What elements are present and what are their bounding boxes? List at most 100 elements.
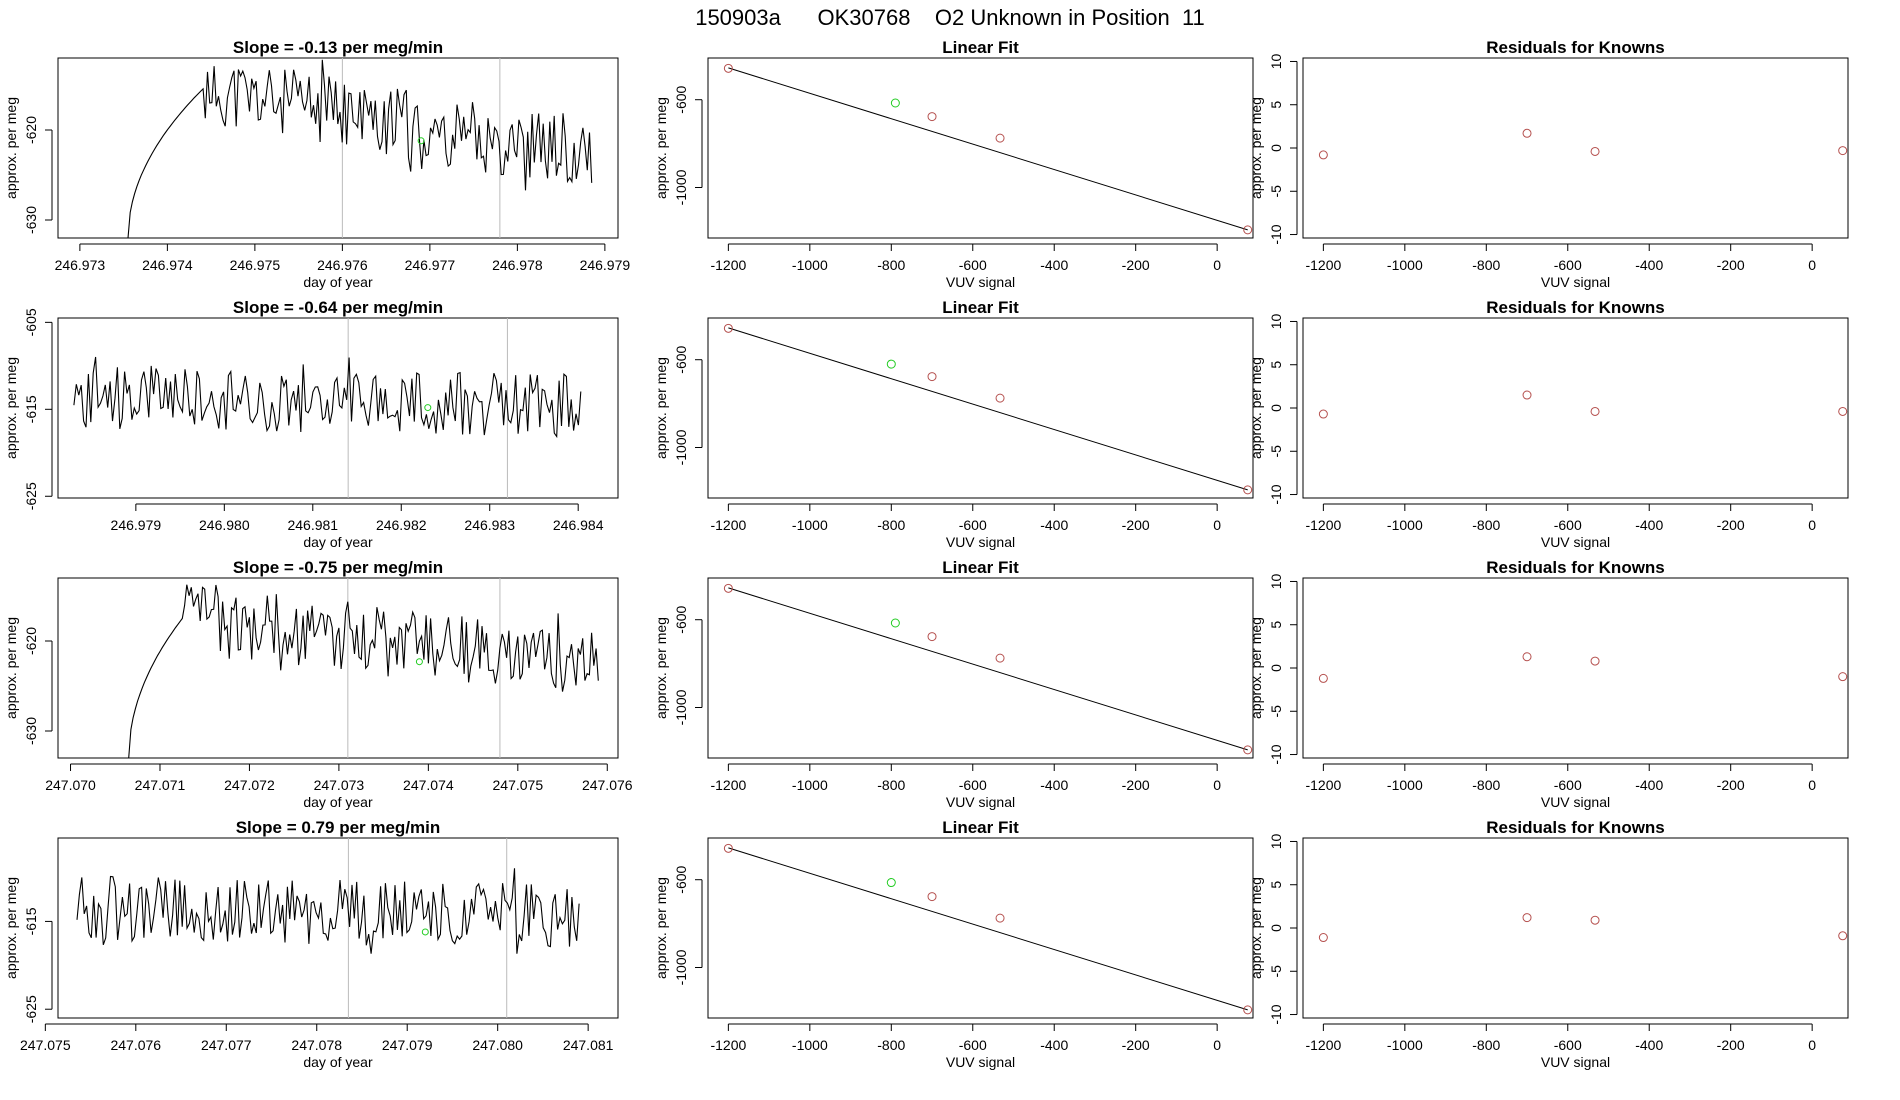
x-tick-label: -600	[1554, 1037, 1582, 1053]
known-point	[927, 892, 937, 902]
panel-6: Linear Fit -1200 -1000 -800 -600 -400 -200 0 VUV…	[653, 298, 1254, 550]
known-point	[723, 323, 733, 333]
y-tick-label: -10	[1268, 224, 1284, 244]
x-tick-label: 247.070	[45, 777, 96, 793]
y-axis-label: approx. per meg	[3, 617, 19, 719]
x-tick-label: -1000	[1387, 517, 1423, 533]
residual-point	[1522, 128, 1532, 138]
y-tick-label: -1000	[673, 949, 689, 985]
x-axis-label: VUV signal	[1541, 274, 1610, 290]
x-tick-label: 247.079	[382, 1037, 433, 1053]
x-tick-label: -800	[877, 257, 905, 273]
x-tick-label: 246.975	[230, 257, 281, 273]
y-axis-label: approx. per meg	[1248, 357, 1264, 459]
x-tick-label: 247.078	[291, 1037, 342, 1053]
y-tick-label: 0	[1268, 144, 1284, 152]
known-point	[1243, 485, 1253, 495]
plot-title: Residuals for Knowns	[1486, 558, 1665, 577]
known-point	[995, 913, 1005, 923]
plot-frame	[707, 577, 1254, 759]
plot-frame	[1302, 577, 1849, 759]
x-tick-label: -1200	[710, 777, 746, 793]
x-axis-label: day of year	[303, 274, 373, 290]
y-tick-label: 5	[1268, 621, 1284, 629]
x-tick-label: 247.077	[201, 1037, 252, 1053]
x-axis-label: day of year	[303, 534, 373, 550]
x-tick-label: 246.973	[55, 257, 106, 273]
x-tick-label: -200	[1122, 1037, 1150, 1053]
residual-point	[1590, 656, 1600, 666]
x-tick-label: 247.080	[472, 1037, 523, 1053]
y-tick-label: 5	[1268, 101, 1284, 109]
x-tick-label: 0	[1808, 1037, 1816, 1053]
known-point	[927, 112, 937, 122]
x-tick-label: -800	[1472, 517, 1500, 533]
x-tick-label: -1000	[792, 1037, 828, 1053]
y-tick-label: -600	[673, 345, 689, 373]
known-point	[723, 63, 733, 73]
unknown-point	[886, 359, 896, 369]
plot-frame	[57, 317, 619, 499]
residual-point	[1838, 146, 1848, 156]
x-tick-label: 246.982	[376, 517, 427, 533]
x-tick-label: -800	[1472, 257, 1500, 273]
panel-11: Residuals for Knowns-1200 -1000 -800 -600 -4…	[1248, 558, 1849, 810]
x-tick-label: -400	[1635, 1037, 1663, 1053]
y-tick-label: 10	[1268, 313, 1284, 329]
known-point	[927, 372, 937, 382]
x-tick-label: -400	[1635, 257, 1663, 273]
y-tick-label: -630	[23, 206, 39, 234]
x-tick-label: 0	[1213, 517, 1221, 533]
panel-9: Residuals for Knowns-1200 -1000 -800 -600 -4…	[1248, 38, 1849, 290]
residual-point	[1838, 931, 1848, 941]
unknown-marker	[421, 928, 429, 936]
y-tick-label: -5	[1268, 445, 1284, 458]
residual-point	[1318, 933, 1328, 943]
y-tick-label: 5	[1268, 881, 1284, 889]
x-tick-label: -200	[1717, 777, 1745, 793]
y-tick-label: -625	[23, 482, 39, 510]
y-tick-label: -620	[23, 116, 39, 144]
x-tick-label: 0	[1808, 517, 1816, 533]
x-tick-label: -800	[1472, 777, 1500, 793]
x-tick-label: -1200	[1305, 257, 1341, 273]
fit-line	[728, 327, 1248, 491]
x-tick-label: -400	[1040, 257, 1068, 273]
y-tick-label: -605	[23, 308, 39, 336]
y-tick-label: -600	[673, 605, 689, 633]
y-tick-label: 10	[1268, 573, 1284, 589]
x-tick-label: -1200	[710, 1037, 746, 1053]
plot-title: Slope = -0.64 per meg/min	[233, 298, 443, 317]
x-tick-label: 0	[1808, 777, 1816, 793]
y-axis-label: approx. per meg	[653, 877, 669, 979]
plot-title: Slope = -0.13 per meg/min	[233, 38, 443, 57]
x-tick-label: -1200	[710, 257, 746, 273]
y-tick-label: -10	[1268, 744, 1284, 764]
x-tick-label: 247.075	[493, 777, 544, 793]
figure-title: 150903a OK30768 O2 Unknown in Position 1…	[695, 5, 1205, 30]
x-tick-label: 247.076	[582, 777, 633, 793]
x-tick-label: 247.072	[224, 777, 275, 793]
residual-point	[1522, 913, 1532, 923]
x-tick-label: -600	[1554, 517, 1582, 533]
panel-12: Residuals for Knowns-1200 -1000 -800 -600 -4…	[1248, 818, 1849, 1070]
x-tick-label: 246.984	[553, 517, 604, 533]
x-axis-label: VUV signal	[1541, 794, 1610, 810]
x-tick-label: -1000	[1387, 777, 1423, 793]
y-tick-label: 10	[1268, 53, 1284, 69]
unknown-point	[890, 98, 900, 108]
x-tick-label: 0	[1213, 777, 1221, 793]
x-tick-label: -200	[1122, 517, 1150, 533]
residual-point	[1590, 146, 1600, 156]
x-axis-label: VUV signal	[946, 534, 1015, 550]
unknown-point	[890, 618, 900, 628]
plot-frame	[1302, 57, 1849, 239]
x-tick-label: 246.981	[287, 517, 338, 533]
panel-7: Linear Fit -1200 -1000 -800 -600 -400 -200 0 VUV…	[653, 558, 1254, 810]
residual-point	[1590, 915, 1600, 925]
x-axis-label: VUV signal	[1541, 1054, 1610, 1070]
panel-8: Linear Fit -1200 -1000 -800 -600 -400 -200 0 VUV…	[653, 818, 1254, 1070]
residual-point	[1318, 673, 1328, 683]
x-tick-label: -200	[1122, 257, 1150, 273]
x-tick-label: -600	[959, 517, 987, 533]
